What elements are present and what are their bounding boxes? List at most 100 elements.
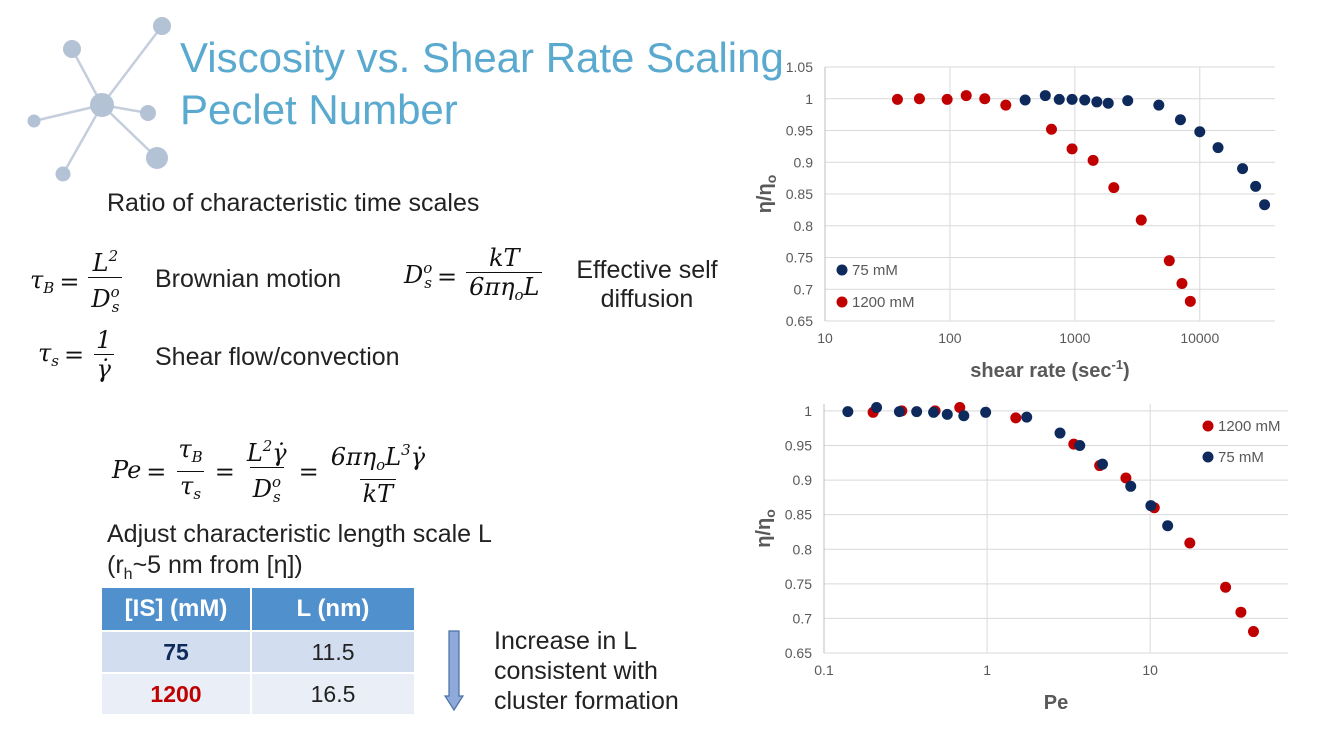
data-point [891, 93, 903, 105]
ratio-heading: Ratio of characteristic time scales [107, 189, 480, 217]
down-arrow-icon [444, 630, 464, 712]
diffusion-equation: Dos = kT 6πηoL [404, 244, 546, 309]
data-point [1153, 99, 1165, 111]
data-point [1102, 97, 1114, 109]
table-cell-is: 1200 [102, 672, 252, 714]
data-point [1220, 581, 1232, 593]
data-point [1162, 520, 1174, 532]
data-point [1163, 255, 1175, 267]
title-line-2: Peclet Number [180, 86, 458, 133]
data-point [941, 408, 953, 420]
data-point [1054, 427, 1066, 439]
legend-label: 75 mM [1218, 449, 1264, 466]
increase-text: Increase in L consistent with cluster fo… [494, 627, 679, 715]
y-axis-label: η/ηo [754, 175, 779, 214]
data-point [1176, 278, 1188, 290]
legend-marker [1202, 420, 1214, 432]
data-point [1120, 472, 1132, 484]
tau-s-equation: τs = 1 γ̇ [38, 326, 118, 383]
y-tick-label: 0.85 [786, 186, 813, 202]
x-tick-label: 1 [983, 662, 991, 678]
legend-marker [836, 264, 848, 276]
y-tick-label: 1 [805, 91, 813, 107]
shear-rate-chart: 0.65 0.7 0.75 0.8 0.85 0.9 0.95 1 1.05 10 100 1000 1… [754, 59, 1275, 382]
data-point [1019, 94, 1031, 106]
x-tick-label: 0.1 [814, 662, 834, 678]
data-point [1096, 458, 1108, 470]
table-header-is: [IS] (mM) [102, 588, 252, 630]
data-point [1066, 93, 1078, 105]
data-point [960, 90, 972, 102]
data-point [911, 406, 923, 418]
molecule-logo-icon [27, 17, 171, 182]
y-axis-label: η/ηo [753, 509, 778, 548]
data-point [1184, 537, 1196, 549]
y-tick-label: 0.9 [793, 472, 813, 488]
y-tick-label: 0.9 [794, 154, 814, 170]
data-point [1039, 90, 1051, 102]
data-point [1074, 440, 1086, 451]
data-point [1184, 295, 1196, 307]
y-tick-label: 0.95 [786, 123, 813, 139]
data-point [1247, 626, 1259, 638]
data-point [842, 406, 854, 418]
diffusion-label: Effective self diffusion [576, 256, 718, 313]
table-header-row: [IS] (mM) L (nm) [102, 588, 414, 630]
table-cell-l: 16.5 [252, 672, 414, 714]
data-point [893, 406, 905, 418]
x-tick-label: 10000 [1180, 330, 1219, 346]
data-point [954, 401, 966, 413]
data-point [1212, 142, 1224, 154]
data-point [958, 410, 970, 422]
data-point [1194, 126, 1206, 138]
y-tick-label: 1.05 [786, 59, 813, 75]
data-point [1235, 606, 1247, 618]
y-tick-label: 0.8 [793, 541, 813, 557]
y-tick-label: 0.65 [785, 645, 812, 661]
data-point [1079, 94, 1091, 106]
data-point [1045, 123, 1057, 135]
data-point [1053, 93, 1065, 105]
y-tick-label: 0.8 [794, 218, 814, 234]
legend-label: 75 mM [852, 262, 898, 279]
data-point [979, 93, 991, 105]
legend-marker [836, 296, 848, 308]
x-tick-label: 100 [938, 330, 962, 346]
y-tick-label: 0.65 [786, 313, 813, 329]
data-point [1237, 163, 1249, 175]
tau-b-equation: τB = L2 Dos [30, 242, 126, 321]
brownian-motion-label: Brownian motion [155, 265, 342, 293]
length-table: [IS] (mM) L (nm) 75 11.5 1200 16.5 [102, 588, 414, 714]
legend-marker [1202, 451, 1214, 463]
y-tick-label: 0.7 [794, 281, 814, 297]
y-tick-label: 0.75 [786, 250, 813, 266]
data-point [1000, 99, 1012, 111]
y-tick-label: 0.95 [785, 438, 812, 454]
y-tick-label: 0.85 [785, 507, 812, 523]
y-tick-label: 0.7 [793, 610, 813, 626]
table-row: 75 11.5 [102, 630, 414, 672]
x-axis-label: Pe [1044, 692, 1068, 714]
data-point [980, 406, 992, 418]
data-point [1010, 412, 1022, 424]
legend-label: 1200 mM [1218, 418, 1281, 435]
x-tick-label: 10 [817, 330, 833, 346]
data-point [1145, 500, 1157, 512]
y-tick-label: 1 [804, 403, 812, 419]
adjust-length-text: Adjust characteristic length scale L (rh… [107, 520, 492, 583]
data-point [1108, 182, 1120, 194]
y-tick-label: 0.75 [785, 576, 812, 592]
table-cell-is: 75 [102, 630, 252, 672]
legend-label: 1200 mM [852, 294, 915, 311]
peclet-chart: 0.65 0.7 0.75 0.8 0.85 0.9 0.95 1 0.1 1 10 η/ηo Pe 12… [753, 401, 1288, 714]
data-point [1091, 96, 1103, 108]
data-point [1021, 411, 1033, 423]
table-header-l: L (nm) [252, 588, 414, 630]
table-cell-l: 11.5 [252, 630, 414, 672]
data-point [1125, 480, 1137, 492]
peclet-equation: Pe = τB τs = L2γ̇ Dos = 6πηoL3γ̇ kT [112, 432, 432, 511]
data-point [1066, 143, 1078, 155]
data-point [1259, 199, 1271, 211]
data-point [1122, 95, 1134, 107]
x-axis-label: shear rate (sec-1) [970, 357, 1129, 382]
